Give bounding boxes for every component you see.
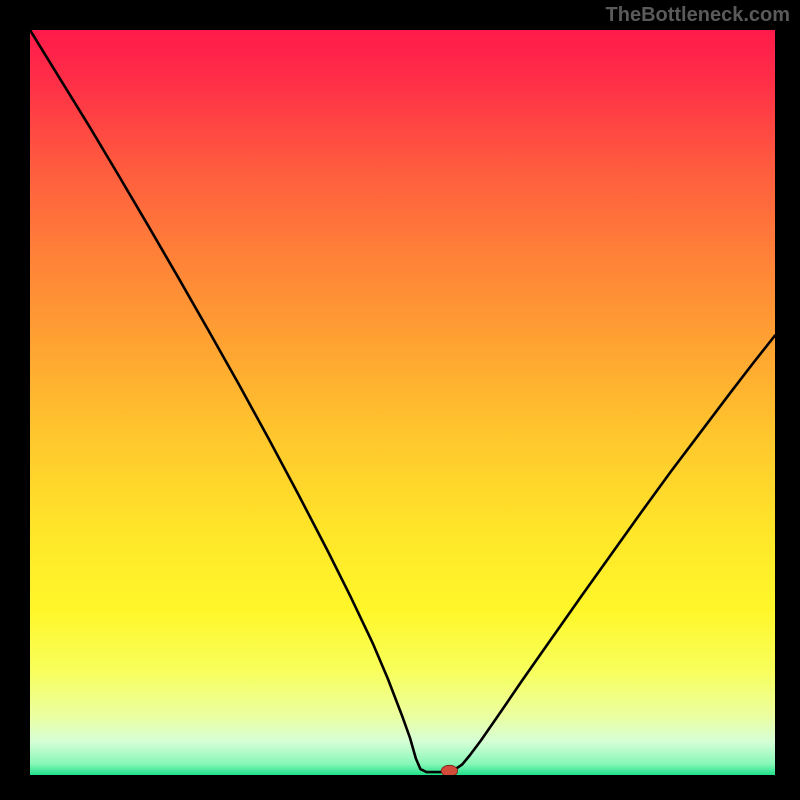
chart-svg bbox=[30, 30, 775, 775]
watermark-text: TheBottleneck.com bbox=[606, 4, 790, 27]
plot-area bbox=[30, 30, 775, 775]
chart-container: TheBottleneck.com bbox=[0, 0, 800, 800]
min-marker bbox=[441, 765, 457, 775]
plot-background bbox=[30, 30, 775, 775]
